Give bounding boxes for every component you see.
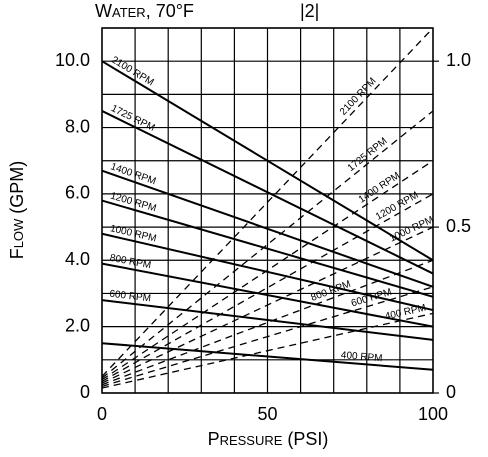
y-tick-label: 2.0 bbox=[65, 315, 90, 335]
y2-tick-label: 1.0 bbox=[446, 50, 471, 70]
series-line bbox=[101, 193, 434, 382]
y-tick-label: 8.0 bbox=[65, 116, 90, 136]
series-line bbox=[101, 226, 434, 384]
x-tick-label: 100 bbox=[418, 404, 448, 424]
x-axis-label: Pressure (PSI) bbox=[208, 429, 329, 449]
series-label: 2100 RPM bbox=[338, 76, 379, 118]
y-tick-label: 6.0 bbox=[65, 183, 90, 203]
annotation: |2| bbox=[300, 1, 319, 21]
y-tick-label: 4.0 bbox=[65, 249, 90, 269]
series-line bbox=[101, 286, 434, 387]
series-label: 1725 RPM bbox=[346, 136, 390, 174]
series-line bbox=[101, 312, 434, 389]
y-tick-label: 10.0 bbox=[55, 50, 90, 70]
series-line bbox=[101, 259, 434, 386]
series-label: 1200 RPM bbox=[374, 190, 421, 223]
y2-tick-label: 0.5 bbox=[446, 216, 471, 236]
y2-tick-label: 0 bbox=[446, 382, 456, 402]
series-line bbox=[101, 160, 434, 381]
series-line bbox=[101, 169, 434, 288]
chart-title: Water, 70°F bbox=[95, 1, 194, 21]
series-line bbox=[101, 27, 434, 377]
series-label: 600 RPM bbox=[350, 287, 393, 310]
plot-frame bbox=[101, 27, 434, 394]
series-label: 400 RPM bbox=[340, 350, 382, 364]
x-tick-label: 0 bbox=[97, 404, 107, 424]
y-tick-label: 0 bbox=[80, 382, 90, 402]
series-line bbox=[101, 262, 434, 328]
series-line bbox=[101, 299, 434, 341]
series-label: 600 RPM bbox=[109, 289, 152, 305]
series-label: 1400 RPM bbox=[109, 161, 157, 187]
series-line bbox=[101, 60, 434, 262]
series-line bbox=[101, 110, 434, 275]
series-line bbox=[101, 110, 434, 379]
series-label: 400 RPM bbox=[384, 303, 427, 323]
y-axis-label: Flow (GPM) bbox=[7, 161, 27, 260]
x-tick-label: 50 bbox=[257, 404, 277, 424]
series-line bbox=[101, 232, 434, 312]
series-line bbox=[101, 342, 434, 371]
series-label: 2100 RPM bbox=[109, 55, 155, 89]
